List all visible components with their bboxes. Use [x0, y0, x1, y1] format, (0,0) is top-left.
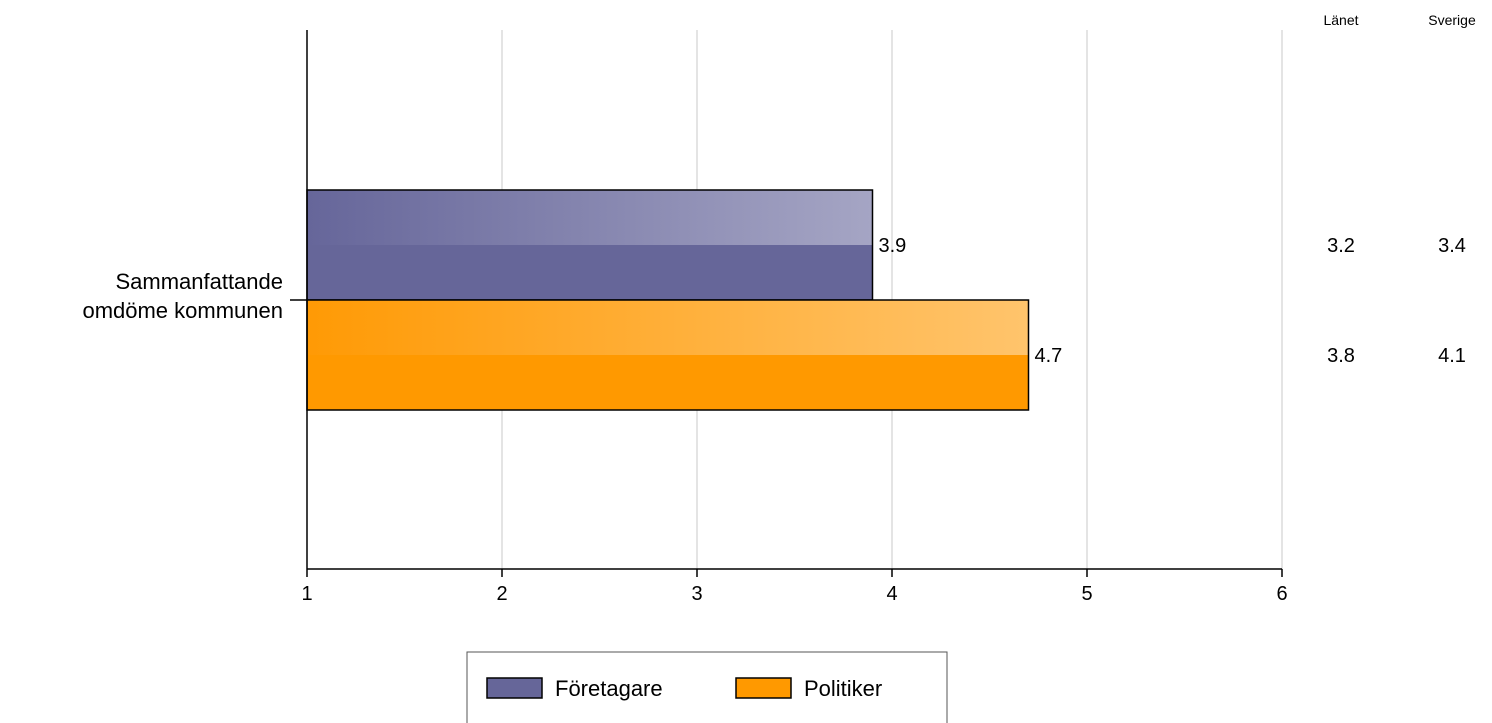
bar-highlight-företagare	[307, 190, 873, 245]
data-label-företagare: 3.9	[879, 235, 907, 257]
x-tick-label-5: 5	[1081, 583, 1092, 605]
y-axis-category-label: Sammanfattande omdöme kommunen	[82, 269, 283, 323]
legend-label-politiker: Politiker	[804, 676, 882, 701]
bar-highlight-politiker	[307, 300, 1029, 355]
axes: 1 2 3 4 5 6	[290, 30, 1288, 605]
comparison-value-lanet-politiker: 3.8	[1327, 345, 1355, 367]
comparison-header-lanet: Länet	[1323, 12, 1358, 28]
x-tick-label-3: 3	[691, 583, 702, 605]
category-label-line-2: omdöme kommunen	[82, 298, 283, 323]
data-label-politiker: 4.7	[1035, 345, 1063, 367]
comparison-value-sverige-politiker: 4.1	[1438, 345, 1466, 367]
bar-företagare: 3.9	[306, 189, 907, 301]
x-tick-label-4: 4	[886, 583, 897, 605]
legend-swatch-politiker	[735, 677, 792, 699]
comparison-columns: Länet Sverige 3.2 3.4 3.8 4.1	[1323, 12, 1475, 367]
category-label-line-1: Sammanfattande	[115, 269, 283, 294]
x-tick-label-2: 2	[496, 583, 507, 605]
comparison-value-lanet-foretagare: 3.2	[1327, 235, 1355, 257]
legend-swatch-foretagare	[486, 677, 543, 699]
bar-politiker: 4.7	[306, 299, 1063, 411]
x-tick-label-1: 1	[301, 583, 312, 605]
legend-box	[466, 651, 948, 723]
comparison-value-sverige-foretagare: 3.4	[1438, 235, 1466, 257]
comparison-header-sverige: Sverige	[1428, 12, 1476, 28]
legend: Företagare Politiker	[466, 651, 948, 723]
x-tick-label-6: 6	[1276, 583, 1287, 605]
bars: 3.9 4.7	[306, 189, 1063, 411]
legend-label-foretagare: Företagare	[555, 676, 663, 701]
